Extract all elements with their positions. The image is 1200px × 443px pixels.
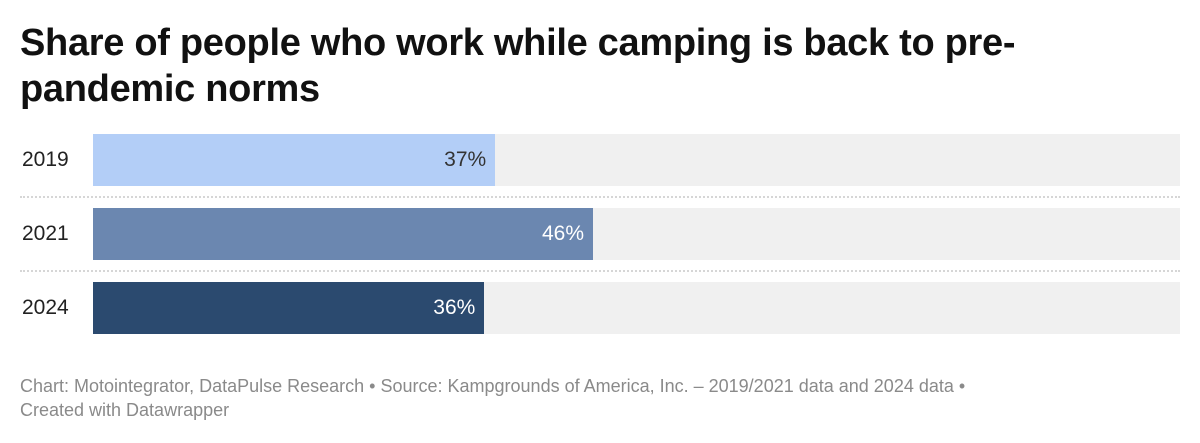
value-label: 46%: [541, 222, 585, 245]
value-label: 37%: [444, 148, 487, 171]
bar-track: 37%: [93, 134, 1180, 186]
footer-credits: Chart: Motointegrator, DataPulse Researc…: [20, 376, 966, 396]
category-label: 2019: [22, 148, 69, 171]
bar-2019: 37%: [93, 134, 496, 186]
bar-track: 36%: [93, 282, 1180, 334]
chart-footer: Chart: Motointegrator, DataPulse Researc…: [20, 374, 1180, 422]
bar-row-2021: 2021 46%: [20, 208, 1180, 260]
row-separator: [20, 270, 1180, 272]
bar-chart: 2019 37% 2021 46% 2024 36%: [20, 134, 1180, 334]
value-label: 36%: [433, 296, 476, 319]
bar-row-2024: 2024 36%: [20, 282, 1180, 334]
chart-title: Share of people who work while camping i…: [20, 22, 1016, 110]
bar-2024: 36%: [93, 282, 485, 334]
category-label: 2024: [22, 296, 69, 319]
bar-track: 46%: [93, 208, 1180, 260]
row-separator: [20, 196, 1180, 198]
footer-created-with: Created with Datawrapper: [20, 400, 230, 420]
category-label: 2021: [22, 222, 69, 245]
bar-2021: 46%: [93, 208, 594, 260]
bar-row-2019: 2019 37%: [20, 134, 1180, 186]
